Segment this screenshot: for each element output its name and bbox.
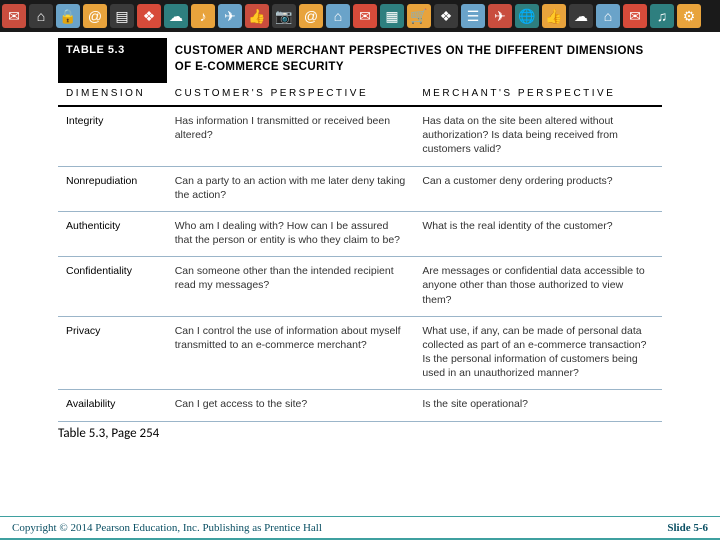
table-label: TABLE 5.3: [58, 38, 167, 83]
table-body: IntegrityHas information I transmitted o…: [58, 106, 662, 421]
banner-icon: ✈: [488, 4, 512, 28]
table-row: PrivacyCan I control the use of informat…: [58, 316, 662, 390]
cell-customer: Has information I transmitted or receive…: [167, 106, 415, 166]
banner-icon: @: [83, 4, 107, 28]
cell-merchant: Can a customer deny ordering products?: [414, 166, 662, 211]
banner-icon: ⌂: [596, 4, 620, 28]
banner-icon: ✈: [218, 4, 242, 28]
banner-icon: ❖: [137, 4, 161, 28]
banner-icon: 📷: [272, 4, 296, 28]
cell-merchant: Is the site operational?: [414, 390, 662, 421]
table-row: AuthenticityWho am I dealing with? How c…: [58, 211, 662, 256]
banner-icon: 👍: [245, 4, 269, 28]
banner-icon: ▦: [380, 4, 404, 28]
cell-dimension: Authenticity: [58, 211, 167, 256]
banner-icon: ☰: [461, 4, 485, 28]
banner-icon: @: [299, 4, 323, 28]
table-row: ConfidentialityCan someone other than th…: [58, 257, 662, 317]
cell-dimension: Availability: [58, 390, 167, 421]
cell-merchant: What is the real identity of the custome…: [414, 211, 662, 256]
table-row: NonrepudiationCan a party to an action w…: [58, 166, 662, 211]
slide-footer: Copyright © 2014 Pearson Education, Inc.…: [0, 516, 720, 540]
banner-icon: ✉: [353, 4, 377, 28]
banner-icon: ⚙: [677, 4, 701, 28]
banner-icon: ✉: [2, 4, 26, 28]
cell-customer: Can I control the use of information abo…: [167, 316, 415, 390]
cell-dimension: Confidentiality: [58, 257, 167, 317]
banner-icon: 🌐: [515, 4, 539, 28]
cell-customer: Who am I dealing with? How can I be assu…: [167, 211, 415, 256]
banner-icon: ♪: [191, 4, 215, 28]
table-row: AvailabilityCan I get access to the site…: [58, 390, 662, 421]
banner-icon: ❖: [434, 4, 458, 28]
decorative-banner: ✉⌂🔒@▤❖☁♪✈👍📷@⌂✉▦🛒❖☰✈🌐👍☁⌂✉♫⚙: [0, 0, 720, 32]
cell-merchant: What use, if any, can be made of persona…: [414, 316, 662, 390]
cell-customer: Can a party to an action with me later d…: [167, 166, 415, 211]
cell-dimension: Nonrepudiation: [58, 166, 167, 211]
banner-icon: ☁: [164, 4, 188, 28]
slide-number: Slide 5-6: [667, 522, 708, 534]
table-row: IntegrityHas information I transmitted o…: [58, 106, 662, 166]
cell-customer: Can someone other than the intended reci…: [167, 257, 415, 317]
copyright-text: Copyright © 2014 Pearson Education, Inc.…: [12, 522, 322, 534]
cell-merchant: Has data on the site been altered withou…: [414, 106, 662, 166]
cell-merchant: Are messages or confidential data access…: [414, 257, 662, 317]
table-title: CUSTOMER AND MERCHANT PERSPECTIVES ON TH…: [167, 38, 662, 83]
banner-icon: 🔒: [56, 4, 80, 28]
banner-icon: 👍: [542, 4, 566, 28]
col-header-dimension: DIMENSION: [58, 83, 167, 106]
col-header-merchant: MERCHANT'S PERSPECTIVE: [414, 83, 662, 106]
banner-icon: ⌂: [29, 4, 53, 28]
banner-icon: ⌂: [326, 4, 350, 28]
slide-content: TABLE 5.3 CUSTOMER AND MERCHANT PERSPECT…: [0, 32, 720, 441]
banner-icon: ♫: [650, 4, 674, 28]
banner-icon: ✉: [623, 4, 647, 28]
perspectives-table: TABLE 5.3 CUSTOMER AND MERCHANT PERSPECT…: [58, 38, 662, 422]
banner-icon: 🛒: [407, 4, 431, 28]
banner-icon: ☁: [569, 4, 593, 28]
cell-dimension: Privacy: [58, 316, 167, 390]
cell-dimension: Integrity: [58, 106, 167, 166]
cell-customer: Can I get access to the site?: [167, 390, 415, 421]
banner-icon: ▤: [110, 4, 134, 28]
col-header-customer: CUSTOMER'S PERSPECTIVE: [167, 83, 415, 106]
table-caption: Table 5.3, Page 254: [58, 426, 662, 441]
